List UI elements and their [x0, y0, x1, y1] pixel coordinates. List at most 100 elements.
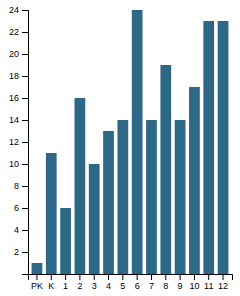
- x-tick-mark: [108, 274, 109, 280]
- x-tick: 10: [189, 274, 199, 291]
- bar: [218, 21, 229, 274]
- x-tick-mark: [36, 274, 37, 280]
- y-tick-mark: [22, 208, 28, 209]
- bar: [160, 65, 171, 274]
- x-tick: 9: [178, 274, 183, 291]
- x-tick-mark: [122, 274, 123, 280]
- x-tick-mark: [65, 274, 66, 280]
- x-tick-label: 3: [92, 281, 97, 291]
- y-tick-label: 24: [9, 5, 19, 15]
- y-tick-label: 14: [9, 115, 19, 125]
- x-tick-label: 11: [204, 281, 213, 291]
- x-tick-label: 9: [178, 281, 183, 291]
- bar: [132, 10, 143, 274]
- x-tick-label: 8: [163, 281, 168, 291]
- x-tick-mark: [151, 274, 152, 280]
- y-tick: 20: [9, 49, 28, 59]
- bars: [32, 10, 229, 274]
- bar: [89, 164, 100, 274]
- y-tick-mark: [22, 120, 28, 121]
- x-tick: 8: [163, 274, 168, 291]
- y-axis-line: [22, 11, 29, 275]
- x-tick-label: 2: [77, 281, 82, 291]
- x-tick: 6: [135, 274, 140, 291]
- bar: [117, 120, 128, 274]
- y-tick-label: 12: [9, 137, 19, 147]
- y-tick: 22: [9, 27, 28, 37]
- y-tick: 10: [9, 159, 28, 169]
- x-tick-label: K: [48, 281, 54, 291]
- x-tick-mark: [208, 274, 209, 280]
- bar: [175, 120, 186, 274]
- x-tick-mark: [94, 274, 95, 280]
- y-tick-label: 22: [9, 27, 19, 37]
- x-tick-label: 7: [149, 281, 154, 291]
- bar: [103, 131, 114, 274]
- x-tick-label: 12: [218, 281, 228, 291]
- y-tick-label: 6: [14, 203, 19, 213]
- x-tick: 7: [149, 274, 154, 291]
- x-tick: K: [48, 274, 54, 291]
- chart-container: 24681012141618202224PKK123456789101112: [0, 0, 240, 296]
- y-tick-label: 16: [9, 93, 19, 103]
- y-tick-mark: [22, 10, 28, 11]
- x-tick-mark: [51, 274, 52, 280]
- x-tick: 2: [77, 274, 82, 291]
- bar: [203, 21, 214, 274]
- y-tick-mark: [22, 142, 28, 143]
- x-tick-mark: [79, 274, 80, 280]
- y-tick: 6: [14, 203, 28, 213]
- x-tick: 12: [218, 274, 228, 291]
- x-axis: PKK123456789101112: [29, 274, 233, 291]
- x-tick-mark: [137, 274, 138, 280]
- y-tick-label: 20: [9, 49, 19, 59]
- y-tick: 12: [9, 137, 28, 147]
- y-tick-label: 10: [9, 159, 19, 169]
- y-tick: 14: [9, 115, 28, 125]
- y-tick-mark: [22, 32, 28, 33]
- x-tick-label: 6: [135, 281, 140, 291]
- bar: [75, 98, 86, 274]
- x-tick-label: 10: [189, 281, 199, 291]
- y-tick: 4: [14, 225, 28, 235]
- y-tick-mark: [22, 164, 28, 165]
- x-tick: 11: [204, 274, 213, 291]
- y-tick-mark: [22, 76, 28, 77]
- bar: [146, 120, 157, 274]
- y-tick-mark: [22, 186, 28, 187]
- x-tick-mark: [165, 274, 166, 280]
- y-tick: 2: [14, 247, 28, 257]
- x-tick: PK: [31, 274, 43, 291]
- x-tick-label: 5: [120, 281, 125, 291]
- y-tick: 16: [9, 93, 28, 103]
- y-tick-label: 4: [14, 225, 19, 235]
- plot: 24681012141618202224PKK123456789101112: [9, 5, 233, 291]
- x-tick-mark: [223, 274, 224, 280]
- y-tick: 18: [9, 71, 28, 81]
- bar: [189, 87, 200, 274]
- x-tick: 5: [120, 274, 125, 291]
- x-tick-label: PK: [31, 281, 43, 291]
- x-tick: 4: [106, 274, 111, 291]
- y-tick: 24: [9, 5, 28, 15]
- y-tick-label: 18: [9, 71, 19, 81]
- y-tick-mark: [22, 252, 28, 253]
- y-tick-mark: [22, 230, 28, 231]
- bar: [46, 153, 57, 274]
- x-tick-label: 4: [106, 281, 111, 291]
- y-tick-mark: [22, 54, 28, 55]
- x-tick: 3: [92, 274, 97, 291]
- y-axis: 24681012141618202224: [9, 5, 29, 274]
- y-tick-label: 2: [14, 247, 19, 257]
- x-tick-mark: [194, 274, 195, 280]
- x-tick-label: 1: [63, 281, 68, 291]
- x-tick: 1: [63, 274, 68, 291]
- chart-svg: 24681012141618202224PKK123456789101112: [0, 0, 240, 296]
- y-tick: 8: [14, 181, 28, 191]
- bar: [60, 208, 71, 274]
- bar: [32, 263, 43, 274]
- y-tick-label: 8: [14, 181, 19, 191]
- x-axis-line: [29, 275, 233, 281]
- x-tick-mark: [180, 274, 181, 280]
- y-tick-mark: [22, 98, 28, 99]
